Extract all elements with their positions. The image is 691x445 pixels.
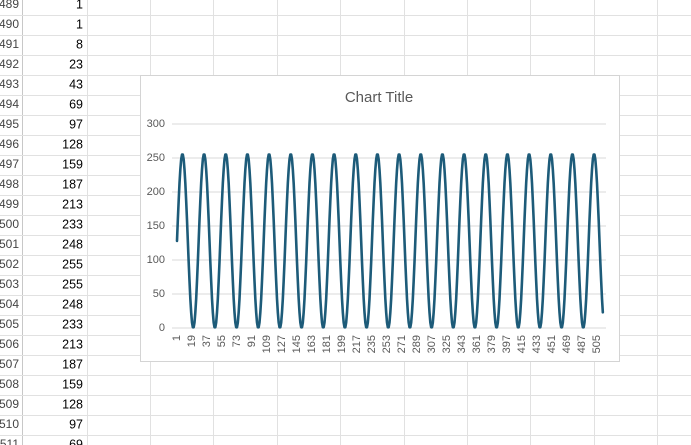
cell-value: 233 [62,317,83,331]
row-header: 489 [0,0,19,11]
cell-value: 159 [62,157,83,171]
x-tick-label: 1 [171,335,183,341]
cell-value: 128 [62,397,83,411]
x-tick-label: 379 [486,335,498,353]
x-tick-label: 451 [546,335,558,353]
row-header: 492 [0,57,19,71]
cell-value: 187 [62,177,83,191]
x-tick-label: 361 [471,335,483,353]
row-header: 505 [0,317,19,331]
row-header: 502 [0,257,19,271]
x-tick-label: 415 [516,335,528,353]
y-tick-label: 300 [147,118,165,130]
cell-value: 248 [62,237,83,251]
cell-value: 159 [62,377,83,391]
cell-value: 97 [69,117,83,131]
row-header: 506 [0,337,19,351]
x-tick-label: 487 [576,335,588,353]
row-header: 511 [0,437,19,445]
x-tick-label: 325 [441,335,453,353]
cell-value: 8 [76,37,83,51]
row-header: 503 [0,277,19,291]
row-header: 509 [0,397,19,411]
row-header: 493 [0,77,19,91]
y-tick-label: 0 [159,322,165,334]
cell-value: 43 [69,77,83,91]
cell-value: 213 [62,337,83,351]
x-tick-label: 307 [426,335,438,353]
cell-value: 233 [62,217,83,231]
x-tick-label: 253 [381,335,393,353]
x-tick-label: 127 [276,335,288,353]
row-header: 497 [0,157,19,171]
row-header: 490 [0,17,19,31]
x-tick-label: 505 [591,335,603,353]
data-line [175,153,605,329]
x-tick-label: 271 [396,335,408,353]
y-tick-label: 250 [147,152,165,164]
x-tick-label: 109 [261,335,273,353]
x-tick-label: 289 [411,335,423,353]
row-header: 507 [0,357,19,371]
row-header: 500 [0,217,19,231]
x-tick-label: 199 [336,335,348,353]
row-header: 499 [0,197,19,211]
row-header: 495 [0,117,19,131]
row-header: 494 [0,97,19,111]
row-header: 496 [0,137,19,151]
row-header: 504 [0,297,19,311]
x-tick-label: 73 [231,335,243,347]
cell-value: 1 [76,0,83,11]
cell-value: 69 [69,437,83,445]
x-tick-label: 19 [186,335,198,347]
x-tick-label: 91 [246,335,258,347]
cell-value: 23 [69,57,83,71]
row-header: 501 [0,237,19,251]
cells: 489 1 490 1 491 8 492 23 493 43 494 69 495 97 496 128 49… [0,0,83,445]
row-header: 508 [0,377,19,391]
cell-value: 1 [76,17,83,31]
x-tick-label: 37 [201,335,213,347]
x-tick-label: 145 [291,335,303,353]
x-tick-label: 181 [321,335,333,353]
cell-value: 248 [62,297,83,311]
x-tick-label: 163 [306,335,318,353]
row-header: 510 [0,417,19,431]
x-tick-label: 217 [351,335,363,353]
y-tick-label: 200 [147,186,165,198]
y-tick-label: 100 [147,254,165,266]
row-header: 491 [0,37,19,51]
row-header: 498 [0,177,19,191]
y-tick-label: 50 [153,288,165,300]
cell-value: 255 [62,277,83,291]
x-tick-label: 433 [531,335,543,353]
cell-value: 255 [62,257,83,271]
x-tick-label: 469 [561,335,573,353]
cell-value: 187 [62,357,83,371]
cell-value: 213 [62,197,83,211]
chart[interactable]: Chart Title 0 50 100 150 200 250 300 1 19 37 55 73 9… [140,75,620,362]
x-tick-label: 235 [366,335,378,353]
y-tick-label: 150 [147,220,165,232]
x-tick-label: 397 [501,335,513,353]
cell-value: 97 [69,417,83,431]
x-tick-label: 343 [456,335,468,353]
chart-title: Chart Title [345,89,413,106]
cell-value: 128 [62,137,83,151]
cell-value: 69 [69,97,83,111]
x-tick-label: 55 [216,335,228,347]
